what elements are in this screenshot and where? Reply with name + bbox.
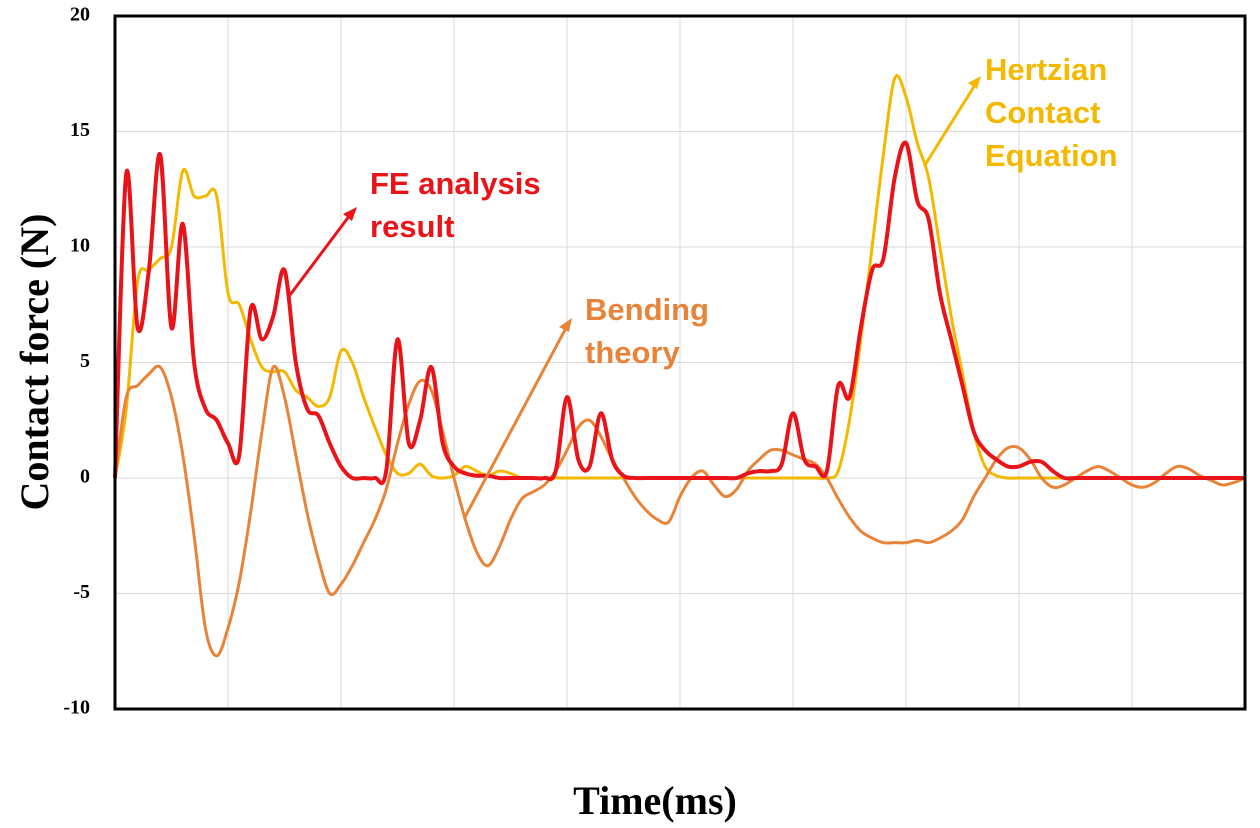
annotation-text: FE analysis [370, 166, 541, 201]
annotation-text: theory [585, 335, 681, 370]
annotation-arrows [288, 76, 981, 518]
annotation-text: Hertzian [985, 52, 1107, 87]
annotation-text: result [370, 209, 454, 244]
annotation-text: Equation [985, 138, 1118, 173]
series-line [113, 364, 1246, 658]
y-tick-label: 20 [70, 4, 90, 26]
y-tick-label: -10 [63, 697, 90, 719]
annotation-text: Bending [585, 292, 709, 327]
series-line [113, 140, 1245, 486]
x-axis-label: Time(ms) [573, 778, 737, 823]
y-tick-label: -5 [73, 581, 90, 603]
plot-frame [113, 14, 1247, 711]
y-tick-label: 5 [80, 350, 90, 372]
y-tick-label: 10 [70, 235, 90, 257]
y-tick-label: 15 [70, 119, 90, 141]
y-axis-label: Contact force (N) [12, 214, 57, 511]
y-tick-label: 0 [80, 466, 90, 488]
annotation-text: Contact [985, 95, 1100, 130]
